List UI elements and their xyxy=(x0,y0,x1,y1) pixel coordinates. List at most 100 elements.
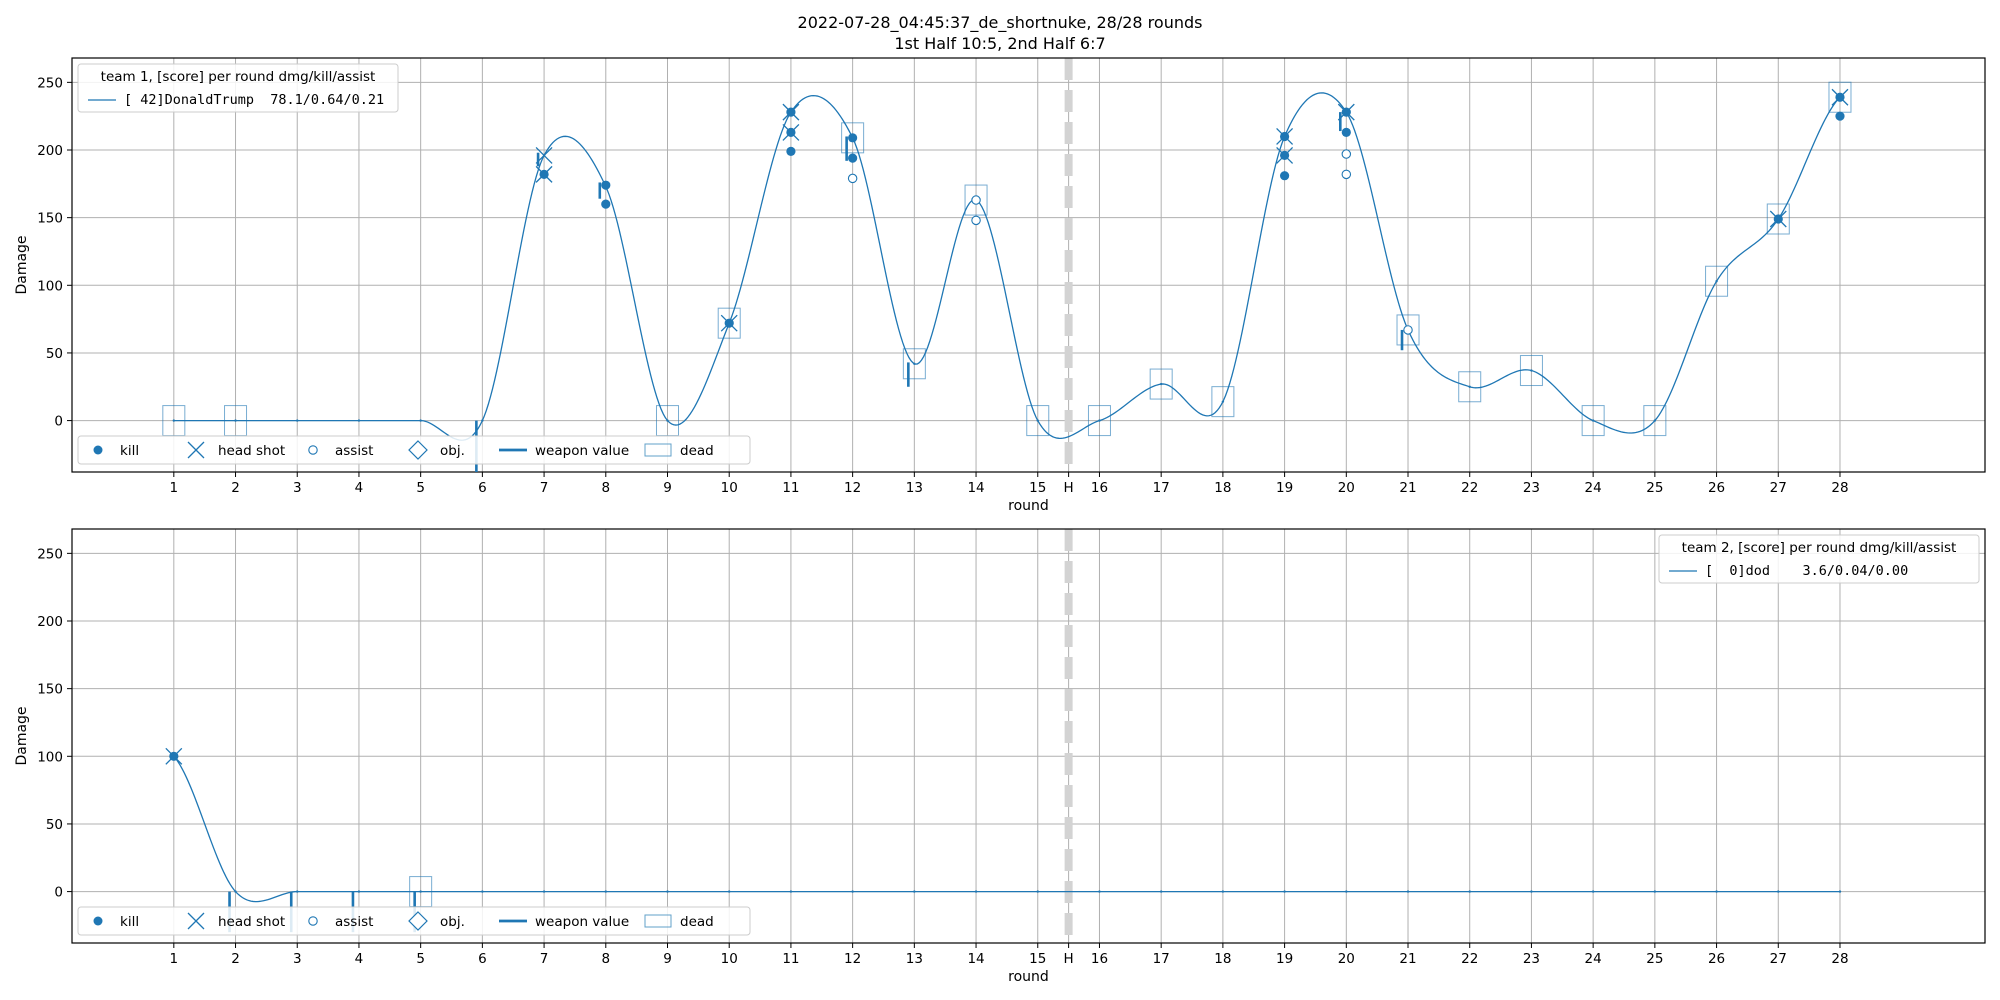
round-point xyxy=(296,419,299,422)
legend-title: team 2, [score] per round dmg/kill/assis… xyxy=(1682,540,1957,556)
dead-marker xyxy=(717,307,741,339)
dead-marker xyxy=(1396,314,1420,346)
kill-marker xyxy=(848,153,858,163)
round-point xyxy=(419,419,422,422)
round-point xyxy=(1653,419,1657,422)
filled-circle-icon xyxy=(93,916,103,926)
marker-legend-label: head shot xyxy=(218,914,285,930)
marker-legend-label: kill xyxy=(120,914,139,930)
y-tick-label: 150 xyxy=(37,211,63,227)
marker-legend-label: dead xyxy=(680,914,714,930)
round-point xyxy=(1283,890,1286,893)
legend-series-name: [ 0]dod 3.6/0.04/0.00 xyxy=(1705,563,1908,579)
kill-marker xyxy=(786,146,796,156)
x-tick-label: 12 xyxy=(844,951,861,967)
x-tick-label: 13 xyxy=(906,951,923,967)
round-point xyxy=(728,890,731,893)
x-tick-label: 4 xyxy=(355,480,364,496)
x-axis-label: round xyxy=(1008,498,1049,514)
headshot-marker xyxy=(1769,210,1787,228)
marker-legend-label: weapon value xyxy=(535,443,629,459)
x-tick-label: 2 xyxy=(231,951,240,967)
x-tick-label: 14 xyxy=(967,480,984,496)
x-axis-label: round xyxy=(1008,969,1049,985)
y-axis-label: Damage xyxy=(14,706,30,765)
round-point xyxy=(481,419,484,422)
assist-marker xyxy=(971,195,981,205)
x-tick-label: 6 xyxy=(478,951,487,967)
round-point xyxy=(1159,382,1163,386)
x-tick-label: 15 xyxy=(1029,480,1046,496)
x-marker-icon xyxy=(187,912,205,930)
y-tick-label: 0 xyxy=(54,414,63,430)
headshot-marker xyxy=(782,103,800,121)
x-tick-label: 27 xyxy=(1770,951,1787,967)
marker-legend: kill head shot assist obj. weapon value dead xyxy=(77,435,751,465)
round-point xyxy=(419,890,422,893)
y-tick-label: 0 xyxy=(54,885,63,901)
round-point xyxy=(1591,419,1595,422)
x-tick-label: 13 xyxy=(906,480,923,496)
x-tick-label: 7 xyxy=(540,480,549,496)
x-tick-label: 18 xyxy=(1214,480,1231,496)
y-tick-label: 50 xyxy=(46,817,63,833)
axes-frame xyxy=(71,528,1986,944)
x-tick-label: 11 xyxy=(782,480,799,496)
round-point xyxy=(1345,890,1348,893)
legend-series-name: [ 42]DonaldTrump 78.1/0.64/0.21 xyxy=(124,92,384,108)
assist-marker xyxy=(1403,325,1413,335)
headshot-marker xyxy=(720,314,738,332)
series-legend: team 1, [score] per round dmg/kill/assis… xyxy=(77,63,399,113)
kill-marker xyxy=(1279,171,1290,181)
marker-legend-label: obj. xyxy=(440,443,465,459)
dead-marker xyxy=(964,184,988,216)
x-tick-label: 28 xyxy=(1831,480,1848,496)
x-tick-label: 5 xyxy=(416,951,425,967)
headshot-marker xyxy=(1276,146,1294,164)
series-line xyxy=(173,755,1840,903)
x-tick-label: 10 xyxy=(721,480,738,496)
x-tick-label: 17 xyxy=(1153,951,1170,967)
dead-marker xyxy=(1087,405,1111,437)
x-tick-label: 20 xyxy=(1338,951,1355,967)
marker-legend-label: weapon value xyxy=(535,914,629,930)
x-tick-label: 1 xyxy=(170,480,179,496)
round-point xyxy=(913,362,916,365)
kill-marker xyxy=(848,133,858,143)
x-tick-label: 7 xyxy=(540,951,549,967)
round-point xyxy=(1221,890,1225,893)
round-point xyxy=(1406,890,1410,893)
round-point xyxy=(1098,890,1101,893)
x-tick-label: 28 xyxy=(1831,951,1848,967)
round-point xyxy=(1530,890,1533,893)
x-tick-label: 20 xyxy=(1338,480,1355,496)
dead-marker xyxy=(1766,203,1790,235)
open-square-icon xyxy=(644,914,672,928)
x-tick-label: 8 xyxy=(601,480,610,496)
x-tick-label: 3 xyxy=(293,480,302,496)
dead-marker xyxy=(1519,355,1543,387)
marker-legend-label: obj. xyxy=(440,914,465,930)
x-tick-label: 19 xyxy=(1276,951,1293,967)
series-line xyxy=(173,92,1841,441)
round-point xyxy=(1159,890,1163,893)
headshot-marker xyxy=(782,123,800,141)
round-point xyxy=(851,890,854,893)
chart-panel-2: 1 2 3 4 5 6 7 8 9 10 11 12 13 14 15 H 16 17 18 19 20 21 22 23 24… xyxy=(14,528,1986,985)
round-point xyxy=(604,890,607,893)
dead-marker xyxy=(1705,265,1729,297)
x-tick-label: 25 xyxy=(1646,480,1663,496)
y-tick-label: 50 xyxy=(46,346,63,362)
dead-marker xyxy=(1458,371,1482,403)
round-point xyxy=(1036,419,1039,422)
round-point xyxy=(1468,385,1471,388)
round-point xyxy=(974,890,978,893)
x-tick-label: 21 xyxy=(1399,480,1416,496)
x-tick-label: 12 xyxy=(844,480,861,496)
filled-circle-icon xyxy=(93,445,103,455)
x-tick-label: 9 xyxy=(663,951,672,967)
y-tick-label: 250 xyxy=(37,75,63,91)
headshot-marker xyxy=(165,747,183,765)
kill-marker xyxy=(1341,127,1351,138)
x-tick-label: H xyxy=(1064,480,1074,496)
